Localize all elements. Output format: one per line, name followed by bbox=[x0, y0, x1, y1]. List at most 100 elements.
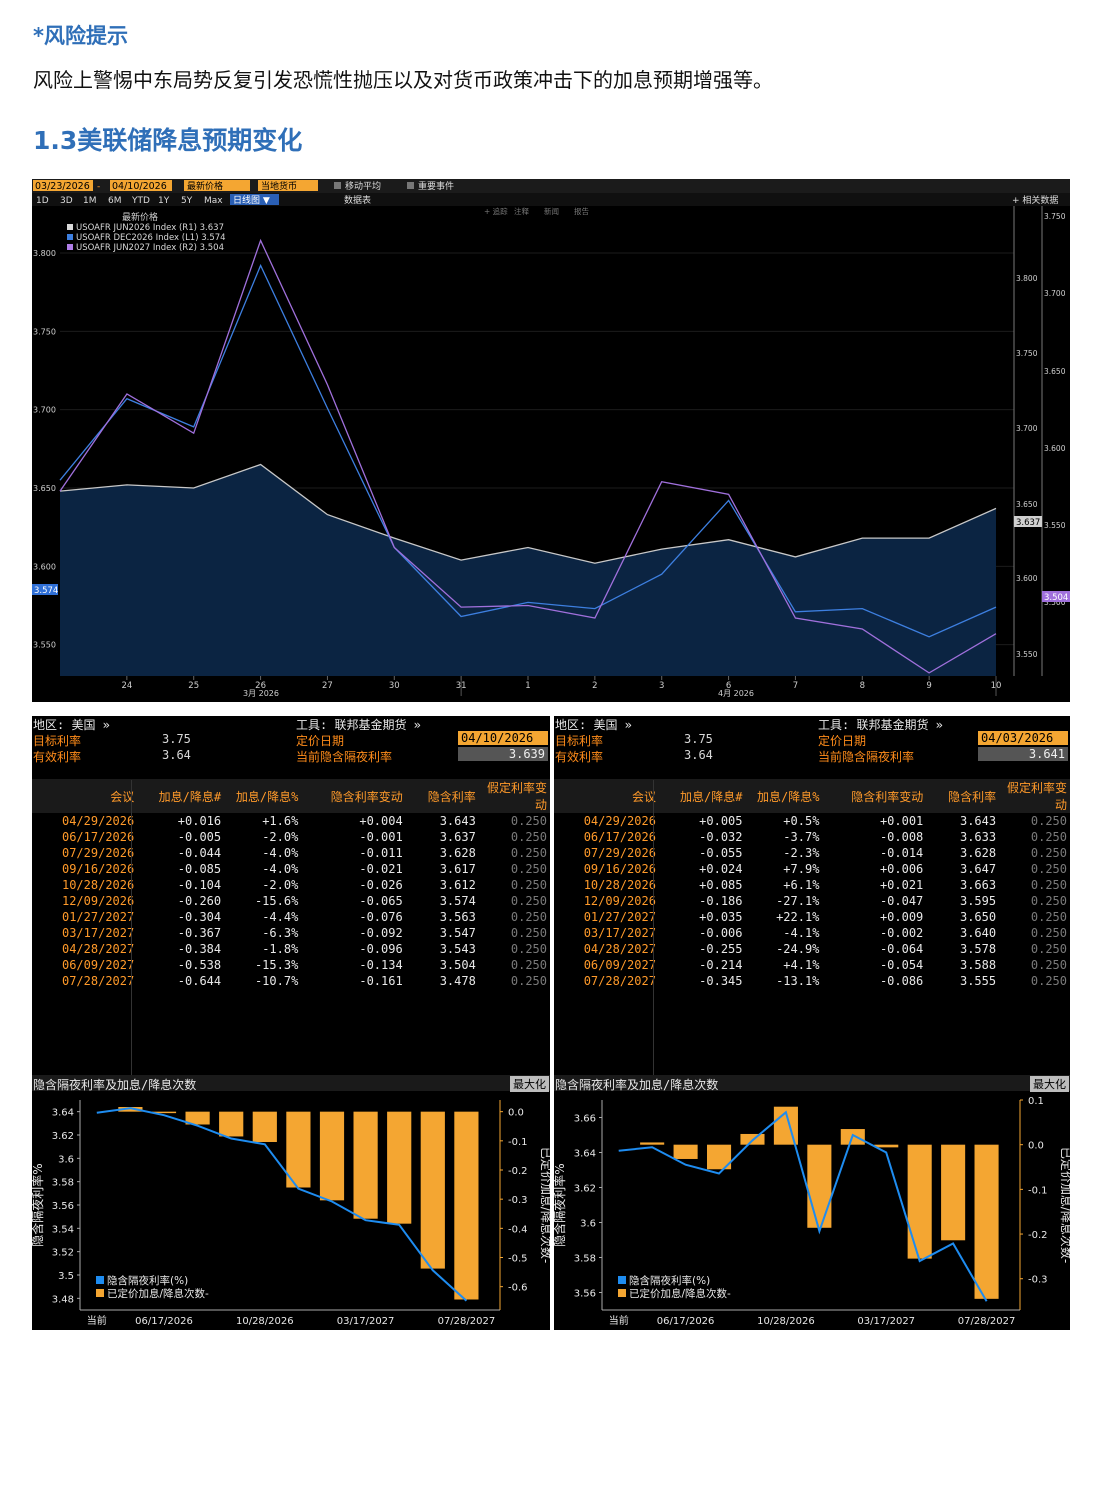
table-row[interactable]: 04/29/2026 +0.005 +0.5% +0.001 3.643 0.250 bbox=[554, 813, 1070, 829]
date-to[interactable]: 04/10/2026 bbox=[112, 181, 167, 192]
col-header-4: 隐含利率 bbox=[926, 779, 1000, 813]
table-row[interactable]: 12/09/2026 -0.260 -15.6% -0.065 3.574 0.250 bbox=[32, 893, 550, 909]
hike-bar-1 bbox=[118, 1107, 143, 1112]
cell-8-3: -0.064 bbox=[879, 942, 924, 956]
effective-rate-value: 3.64 bbox=[162, 748, 191, 762]
cell-10-3: -0.161 bbox=[359, 974, 403, 988]
section-title: 1.3美联储降息预期变化 bbox=[33, 126, 303, 155]
pricing-date-input[interactable]: 04/03/2026 bbox=[978, 731, 1068, 745]
table-row[interactable]: 03/17/2027 -0.367 -6.3% -0.092 3.547 0.250 bbox=[32, 925, 550, 941]
cell-4-1: +0.085 bbox=[699, 878, 743, 892]
tool-3[interactable]: 报告 bbox=[574, 206, 589, 216]
table-row[interactable]: 09/16/2026 +0.024 +7.9% +0.006 3.647 0.250 bbox=[554, 861, 1070, 877]
pricing-date-label: 定价日期 bbox=[818, 734, 867, 748]
price-mode-select[interactable]: 最新价格 bbox=[187, 180, 223, 192]
x-tick-9: 6 bbox=[726, 681, 731, 691]
date-from[interactable]: 03/23/2026 bbox=[35, 181, 90, 192]
tool-2[interactable]: 新闻 bbox=[544, 206, 559, 216]
cell-4-3: +0.021 bbox=[879, 878, 924, 892]
table-row[interactable]: 01/27/2027 -0.304 -4.4% -0.076 3.563 0.250 bbox=[32, 909, 550, 925]
cell-0-4: 3.643 bbox=[959, 814, 997, 828]
table-row[interactable]: 07/29/2026 -0.044 -4.0% -0.011 3.628 0.250 bbox=[32, 845, 550, 861]
r2-tick-5: 3.500 bbox=[1044, 598, 1066, 607]
table-row[interactable]: 01/27/2027 +0.035 +22.1% +0.009 3.650 0.250 bbox=[554, 909, 1070, 925]
data-table-button[interactable]: 数据表 bbox=[344, 194, 371, 206]
table-row[interactable]: 09/16/2026 -0.085 -4.0% -0.021 3.617 0.250 bbox=[32, 861, 550, 877]
mini-x-label-4: 07/28/2027 bbox=[958, 1316, 1016, 1327]
period-button-1d[interactable]: 1D bbox=[36, 196, 49, 206]
month-label-mar: 3月 2026 bbox=[243, 689, 279, 698]
table-row[interactable]: 06/17/2026 -0.005 -2.0% -0.001 3.637 0.250 bbox=[32, 829, 550, 845]
hike-bar-10 bbox=[941, 1144, 966, 1241]
pricing-date-input[interactable]: 04/10/2026 bbox=[458, 731, 548, 745]
cell-5-5: 0.250 bbox=[510, 894, 547, 908]
cell-3-1: -0.085 bbox=[177, 862, 222, 876]
table-row[interactable]: 04/28/2027 -0.384 -1.8% -0.096 3.543 0.250 bbox=[32, 941, 550, 957]
cell-5-3: -0.065 bbox=[359, 894, 403, 908]
mini-right-tick-4: -0.3 bbox=[1028, 1275, 1048, 1286]
futures-panel-apr03: 地区: 美国 » 工具: 联邦基金期货 » 目标利率 3.75 有效利率 3.64 定价日期… bbox=[554, 716, 1070, 1330]
currency-select[interactable]: 当地货币 bbox=[261, 180, 297, 192]
line-dec2026 bbox=[59, 263, 997, 638]
tool-0[interactable]: + 追踪 bbox=[484, 206, 508, 216]
cell-3-5: 0.250 bbox=[510, 862, 547, 876]
period-button-3d[interactable]: 3D bbox=[60, 196, 73, 206]
moving-average-toggle[interactable]: 移动平均 bbox=[345, 180, 381, 192]
cell-2-4: 3.628 bbox=[959, 846, 997, 860]
hike-bar-9 bbox=[907, 1144, 932, 1259]
period-button-max[interactable]: Max bbox=[204, 196, 223, 206]
events-toggle[interactable]: 重要事件 bbox=[418, 180, 454, 192]
table-row[interactable]: 07/28/2027 -0.345 -13.1% -0.086 3.555 0.250 bbox=[554, 973, 1070, 989]
cell-1-5: 0.250 bbox=[510, 830, 547, 844]
mini-x-label-1: 06/17/2026 bbox=[135, 1316, 193, 1327]
table-row[interactable]: 04/29/2026 +0.016 +1.6% +0.004 3.643 0.250 bbox=[32, 813, 550, 829]
cell-10-0: 07/28/2027 bbox=[583, 974, 656, 988]
maximize-button[interactable]: 最大化 bbox=[510, 1076, 549, 1092]
region-label[interactable]: 地区: 美国 » bbox=[555, 718, 632, 732]
cell-8-3: -0.096 bbox=[359, 942, 403, 956]
mini-left-tick-4: 3.58 bbox=[574, 1254, 596, 1265]
table-row[interactable]: 03/17/2027 -0.006 -4.1% -0.002 3.640 0.250 bbox=[554, 925, 1070, 941]
r1-tick-2: 3.700 bbox=[1016, 424, 1038, 433]
table-row[interactable]: 07/28/2027 -0.644 -10.7% -0.161 3.478 0.250 bbox=[32, 973, 550, 989]
related-data-button[interactable]: + 相关数据 bbox=[1012, 194, 1058, 206]
region-label[interactable]: 地区: 美国 » bbox=[33, 718, 110, 732]
cell-8-4: 3.543 bbox=[439, 942, 476, 956]
mini-x-label-0: 当前 bbox=[609, 1314, 629, 1327]
table-row[interactable]: 12/09/2026 -0.186 -27.1% -0.047 3.595 0.250 bbox=[554, 893, 1070, 909]
cell-3-0: 09/16/2026 bbox=[61, 862, 135, 876]
cell-2-1: -0.055 bbox=[699, 846, 743, 860]
tool-1[interactable]: 注释 bbox=[514, 206, 529, 216]
svg-text:-: - bbox=[97, 182, 100, 192]
table-row[interactable]: 10/28/2026 -0.104 -2.0% -0.026 3.612 0.250 bbox=[32, 877, 550, 893]
tool-label[interactable]: 工具: 联邦基金期货 » bbox=[296, 718, 421, 732]
table-row[interactable]: 04/28/2027 -0.255 -24.9% -0.064 3.578 0.250 bbox=[554, 941, 1070, 957]
period-button-1m[interactable]: 1M bbox=[83, 196, 97, 206]
chart-type-select[interactable]: 日线图 ▼ bbox=[233, 194, 270, 206]
pricing-date-label: 定价日期 bbox=[296, 734, 345, 748]
period-button-5y[interactable]: 5Y bbox=[181, 196, 193, 206]
cell-0-5: 0.250 bbox=[1030, 814, 1067, 828]
cell-1-3: -0.001 bbox=[359, 830, 403, 844]
effective-rate-value: 3.64 bbox=[684, 748, 713, 762]
r2-tick-2: 3.650 bbox=[1044, 367, 1066, 376]
cell-4-0: 10/28/2026 bbox=[583, 878, 656, 892]
risk-title: *风险提示 bbox=[33, 24, 128, 48]
tool-label[interactable]: 工具: 联邦基金期货 » bbox=[818, 718, 943, 732]
period-button-1y[interactable]: 1Y bbox=[158, 196, 170, 206]
maximize-button[interactable]: 最大化 bbox=[1030, 1076, 1069, 1092]
cell-8-0: 04/28/2027 bbox=[583, 942, 656, 956]
cell-2-4: 3.628 bbox=[439, 846, 476, 860]
x-tick-0: 24 bbox=[121, 681, 132, 691]
period-button-6m[interactable]: 6M bbox=[108, 196, 122, 206]
period-button-ytd[interactable]: YTD bbox=[131, 196, 150, 206]
table-row[interactable]: 06/09/2027 -0.538 -15.3% -0.134 3.504 0.250 bbox=[32, 957, 550, 973]
futures-panel-apr10: 地区: 美国 » 工具: 联邦基金期货 » 目标利率 3.75 有效利率 3.64 定价日期… bbox=[32, 716, 550, 1330]
table-row[interactable]: 10/28/2026 +0.085 +6.1% +0.021 3.663 0.250 bbox=[554, 877, 1070, 893]
table-row[interactable]: 07/29/2026 -0.055 -2.3% -0.014 3.628 0.250 bbox=[554, 845, 1070, 861]
cell-4-2: -2.0% bbox=[262, 878, 299, 892]
table-row[interactable]: 06/17/2026 -0.032 -3.7% -0.008 3.633 0.250 bbox=[554, 829, 1070, 845]
table-row[interactable]: 06/09/2027 -0.214 +4.1% -0.054 3.588 0.250 bbox=[554, 957, 1070, 973]
col-header-2: 加息/降息% bbox=[224, 779, 302, 813]
